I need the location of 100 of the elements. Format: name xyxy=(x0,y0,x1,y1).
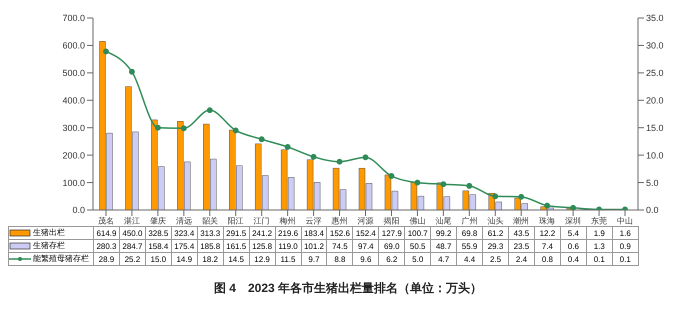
data-label: 50.5 xyxy=(404,240,431,252)
y2-tick-label: 5.0 xyxy=(646,178,659,188)
y-tick-label: 0.0 xyxy=(72,205,85,216)
point xyxy=(570,204,576,210)
x-tick-label: 东莞 xyxy=(591,216,608,226)
y2-tick-label: 10.0 xyxy=(646,150,664,160)
legend-label: 能繁殖母猪存栏 xyxy=(32,253,89,264)
data-label: 100.7 xyxy=(404,226,431,240)
data-label: 0.8 xyxy=(534,252,560,266)
data-label: 323.4 xyxy=(171,226,198,240)
data-label: 185.8 xyxy=(197,240,224,252)
y-tick-label: 500.0 xyxy=(62,68,85,78)
y2-tick-label: 35.0 xyxy=(646,13,664,24)
data-label: 161.5 xyxy=(223,240,250,252)
x-tick-label: 广州 xyxy=(461,216,478,226)
data-label: 241.2 xyxy=(249,226,276,240)
data-label: 48.7 xyxy=(430,240,457,252)
data-label: 127.9 xyxy=(378,226,405,240)
y2-tick-label: 30.0 xyxy=(646,40,664,51)
x-tick-label: 阳江 xyxy=(228,216,244,226)
data-label: 29.3 xyxy=(482,240,508,252)
x-tick-label: 梅州 xyxy=(278,216,296,226)
y2-tick-label: 15.0 xyxy=(646,122,664,133)
x-tick-label: 江门 xyxy=(254,216,270,226)
data-label: 291.5 xyxy=(223,226,250,240)
data-label: 4.4 xyxy=(456,252,483,266)
data-label: 284.7 xyxy=(119,240,146,252)
point xyxy=(103,48,109,54)
data-label: 219.6 xyxy=(275,226,301,240)
data-label: 61.2 xyxy=(482,226,508,240)
data-label: 125.8 xyxy=(249,240,276,252)
data-label: 8.8 xyxy=(326,252,353,266)
x-tick-label: 佛山 xyxy=(409,216,426,226)
x-tick-label: 汕尾 xyxy=(435,216,452,226)
point xyxy=(180,125,187,132)
data-label: 101.2 xyxy=(301,240,327,252)
point xyxy=(388,173,394,179)
point xyxy=(154,124,161,131)
data-label: 6.2 xyxy=(378,252,405,266)
y-tick-label: 400.0 xyxy=(62,95,85,106)
data-label: 175.4 xyxy=(171,240,198,252)
x-tick-label: 惠州 xyxy=(330,216,348,226)
x-tick-label: 汕头 xyxy=(487,216,504,226)
y2-tick-label: 0.0 xyxy=(646,205,659,216)
legend-label: 生猪存栏 xyxy=(32,240,65,252)
data-label: 97.4 xyxy=(352,240,379,252)
data-label: 14.9 xyxy=(171,252,198,266)
x-tick-label: 珠海 xyxy=(539,216,556,226)
x-tick-label: 河源 xyxy=(358,216,374,226)
point xyxy=(492,193,498,200)
x-tick-label: 云浮 xyxy=(306,216,322,226)
x-tick-label: 揭阳 xyxy=(383,216,400,226)
point xyxy=(440,181,446,188)
y-tick-label: 200.0 xyxy=(62,150,85,160)
data-label: 0.6 xyxy=(560,240,586,252)
data-label: 15.0 xyxy=(145,252,172,266)
data-label: 18.2 xyxy=(197,252,224,266)
point xyxy=(310,154,317,160)
data-label: 0.9 xyxy=(612,240,638,252)
data-label: 23.5 xyxy=(508,240,534,252)
point xyxy=(414,180,420,186)
data-label: 4.7 xyxy=(430,252,457,266)
y-tick-label: 600.0 xyxy=(62,40,85,51)
data-label: 614.9 xyxy=(94,226,120,240)
x-tick-label: 潮州 xyxy=(513,216,530,226)
point xyxy=(466,182,472,189)
data-label: 1.3 xyxy=(586,240,612,252)
data-label: 152.4 xyxy=(352,226,379,240)
data-label: 43.5 xyxy=(508,226,534,240)
data-label: 55.9 xyxy=(456,240,483,252)
x-tick-label: 中山 xyxy=(617,216,634,226)
data-label: 119.0 xyxy=(275,240,301,252)
data-label: 1.9 xyxy=(586,226,612,240)
x-tick-label: 茂名 xyxy=(98,216,114,226)
data-label: 5.0 xyxy=(404,252,431,266)
data-label: 0.1 xyxy=(612,252,638,266)
data-label: 2.4 xyxy=(508,252,534,266)
point xyxy=(544,202,550,209)
text: 图 4 2023 年各市生猪出栏量排名（单位：万头） xyxy=(212,280,484,297)
data-label: 12.9 xyxy=(249,252,276,266)
x-tick-label: 韶关 xyxy=(202,216,218,226)
y2-tick-label: 20.0 xyxy=(646,95,664,106)
point xyxy=(362,154,368,160)
data-label: 69.8 xyxy=(456,226,483,240)
data-label: 328.5 xyxy=(145,226,172,240)
data-label: 183.4 xyxy=(301,226,327,240)
data-label: 5.4 xyxy=(560,226,586,240)
data-label: 12.2 xyxy=(534,226,560,240)
data-label: 25.2 xyxy=(119,252,146,266)
point xyxy=(258,136,265,142)
data-label: 74.5 xyxy=(326,240,353,252)
data-label: 7.4 xyxy=(534,240,560,252)
point xyxy=(336,158,342,165)
data-label: 9.7 xyxy=(301,252,327,266)
data-label: 450.0 xyxy=(119,226,146,240)
data-label: 0.4 xyxy=(560,252,586,266)
data-label: 28.9 xyxy=(94,252,120,266)
x-tick-label: 湛江 xyxy=(124,216,140,226)
data-label: 99.2 xyxy=(430,226,457,240)
y-tick-label: 700.0 xyxy=(62,13,85,24)
